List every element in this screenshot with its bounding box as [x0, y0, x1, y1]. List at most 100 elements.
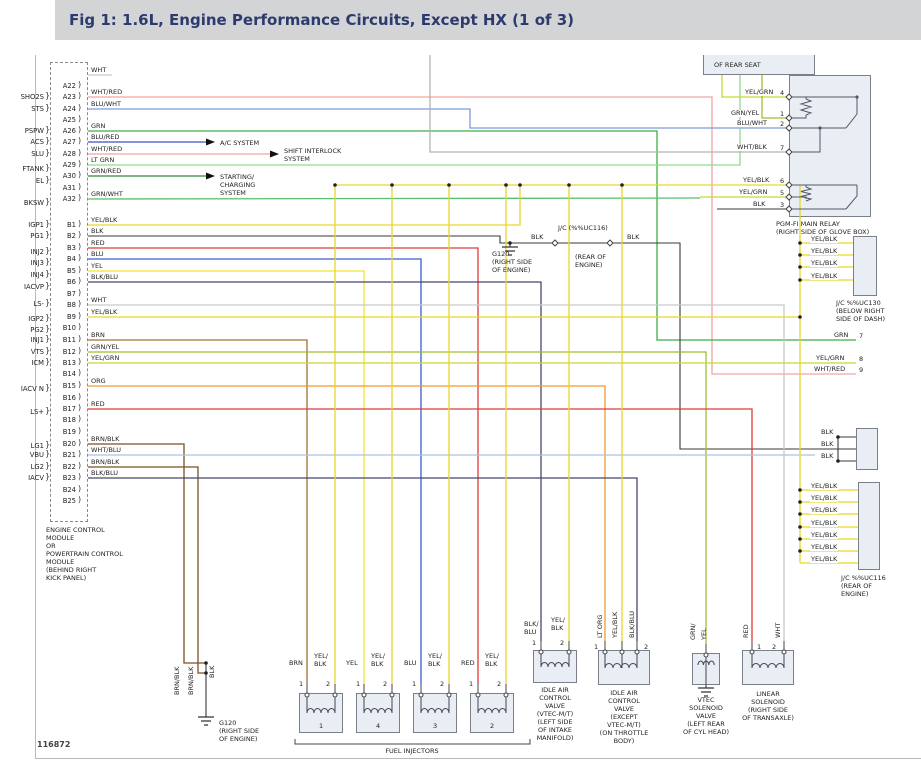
ground-symbol — [698, 687, 714, 697]
ecm-signal-bracket: } — [45, 230, 51, 239]
ecm-pin-wire-label: BRN/BLK — [91, 458, 120, 466]
ecm-pin-bracket: ) — [78, 461, 82, 470]
ecm-pin-bracket: ) — [78, 103, 82, 112]
ecm-signal-label: VBU — [29, 451, 44, 459]
junction-dot — [798, 549, 802, 553]
system-ref-label: STARTING/CHARGING SYSTEM — [220, 173, 256, 197]
ecm-pin-id: A29 — [62, 161, 76, 169]
ground-symbol — [502, 246, 518, 256]
ecm-pin-bracket: ) — [78, 334, 82, 343]
connector-diamond — [606, 239, 614, 247]
ecm-signal-label: INJ2 — [30, 248, 44, 256]
ecm-signal-label: SLU — [31, 150, 44, 158]
ecm-pin-id: A28 — [62, 150, 76, 158]
caption: YEL/BLK — [551, 616, 565, 632]
caption: FUEL INJECTORS — [385, 747, 439, 755]
wire-grn-yel — [88, 351, 707, 644]
junction-dot — [798, 537, 802, 541]
ecm-pin-wire-label: RED — [91, 400, 105, 408]
wire-label: 6 — [780, 177, 785, 185]
ecm-pin-bracket: ) — [78, 426, 82, 435]
wire-red — [88, 247, 479, 684]
ecm-pin-id: B22 — [62, 463, 76, 471]
wire-label: 2 — [560, 639, 565, 647]
ecm-signal-label: VTS — [30, 348, 44, 356]
connector-diamond — [785, 148, 793, 156]
figure-number: 116872 — [37, 740, 71, 749]
ecm-signal-label: PG1 — [30, 232, 44, 240]
ecm-signal-label: ACS — [30, 138, 44, 146]
wire-yel-grn — [721, 75, 789, 98]
ecm-pin-wire-label: LT GRN — [91, 156, 115, 164]
ecm-pin-id: B11 — [62, 336, 76, 344]
ecm-signal-label: SHO2S — [20, 93, 44, 101]
ecm-signal-label: INJ3 — [30, 259, 44, 267]
ecm-pin-bracket: ) — [78, 193, 82, 202]
connector-diamond — [785, 124, 793, 132]
wire-label: 3 — [780, 201, 785, 209]
junction-dot — [620, 183, 624, 187]
ecm-signal-label: LS+ — [30, 408, 44, 416]
wire-label: YEL/BLK — [810, 247, 839, 255]
wire-label: 1 — [356, 680, 361, 688]
junction-dot — [836, 435, 840, 439]
wire-label: BRN/BLK — [173, 666, 181, 695]
ecm-pin-wire-label: RED — [91, 239, 105, 247]
ecm-signal-bracket: } — [45, 449, 51, 458]
ecm-signal-bracket: } — [45, 357, 51, 366]
ground-symbol — [198, 716, 214, 726]
ecm-pin-id: B23 — [62, 474, 76, 482]
wire-label: RED — [742, 624, 750, 638]
wire-label: 1 — [532, 639, 537, 647]
wire-label: BLK — [530, 233, 545, 241]
wire-label: YEL/BLK — [611, 611, 619, 638]
ecm-pin-wire-label: YEL/GRN — [91, 354, 120, 362]
ecm-signal-bracket: } — [45, 281, 51, 290]
ecm-pin-id: A31 — [62, 184, 76, 192]
ecm-pin-id: B5 — [67, 267, 76, 275]
ecm-signal-bracket: } — [45, 197, 51, 206]
caption: J/C %%UC130 (BELOW RIGHT SIDE OF DASH) — [836, 299, 886, 323]
ecm-signal-label: IGP2 — [28, 315, 44, 323]
figure-title: Fig 1: 1.6L, Engine Performance Circuits… — [69, 11, 575, 29]
wire-label: OF REAR SEAT — [714, 61, 761, 69]
ecm-signal-bracket: } — [45, 269, 51, 278]
ecm-pin-bracket: ) — [78, 392, 82, 401]
ecm-pin-bracket: ) — [78, 380, 82, 389]
ecm-pin-id: B25 — [62, 497, 76, 505]
caption: J/C %%UC116 (REAR OF ENGINE) — [841, 574, 886, 598]
ecm-signal-label: IGP1 — [28, 221, 44, 229]
junction-dot — [798, 488, 802, 492]
wire-label: 8 — [859, 355, 864, 363]
jc-uc130-box — [853, 236, 877, 296]
ecm-pin-id: B7 — [67, 290, 76, 298]
figure-title-bar: Fig 1: 1.6L, Engine Performance Circuits… — [55, 0, 921, 40]
wire-label: WHT — [774, 622, 782, 638]
wire-yel-blk — [88, 185, 521, 226]
rear-seat-component-fragment — [703, 55, 815, 75]
solenoid-coil-symbol — [751, 654, 785, 669]
ecm-pin-wire-label: BLU/WHT — [91, 100, 121, 108]
ecm-signal-label: FTANK — [22, 165, 44, 173]
ecm-signal-label: INJ1 — [30, 336, 44, 344]
ecm-signal-label: LG2 — [30, 463, 44, 471]
ecm-signal-bracket: } — [45, 175, 51, 184]
ecm-pin-wire-label: WHT/BLU — [91, 446, 121, 454]
wire-label: BRN/BLK — [187, 666, 195, 695]
wire-label: 1 — [412, 680, 417, 688]
ecm-signal-bracket: } — [45, 219, 51, 228]
ecm-pin-id: A25 — [62, 116, 76, 124]
ecm-pin-id: B10 — [62, 324, 76, 332]
solenoid-coil-symbol — [363, 697, 393, 714]
wire-label: 1 — [469, 680, 474, 688]
junction-dot — [567, 183, 571, 187]
wire-label: YEL/BLK — [810, 519, 839, 527]
wire-label: 1 — [757, 643, 762, 651]
wire-grn — [88, 130, 856, 341]
wire-label: BRN — [289, 659, 303, 667]
ecm-pin-id: B4 — [67, 255, 76, 263]
ecm-signal-label: ICM — [31, 359, 44, 367]
wire-yel — [88, 270, 365, 684]
wire-label: YEL/BLK — [810, 482, 839, 490]
ecm-pin-wire-label: ORG — [91, 377, 106, 385]
